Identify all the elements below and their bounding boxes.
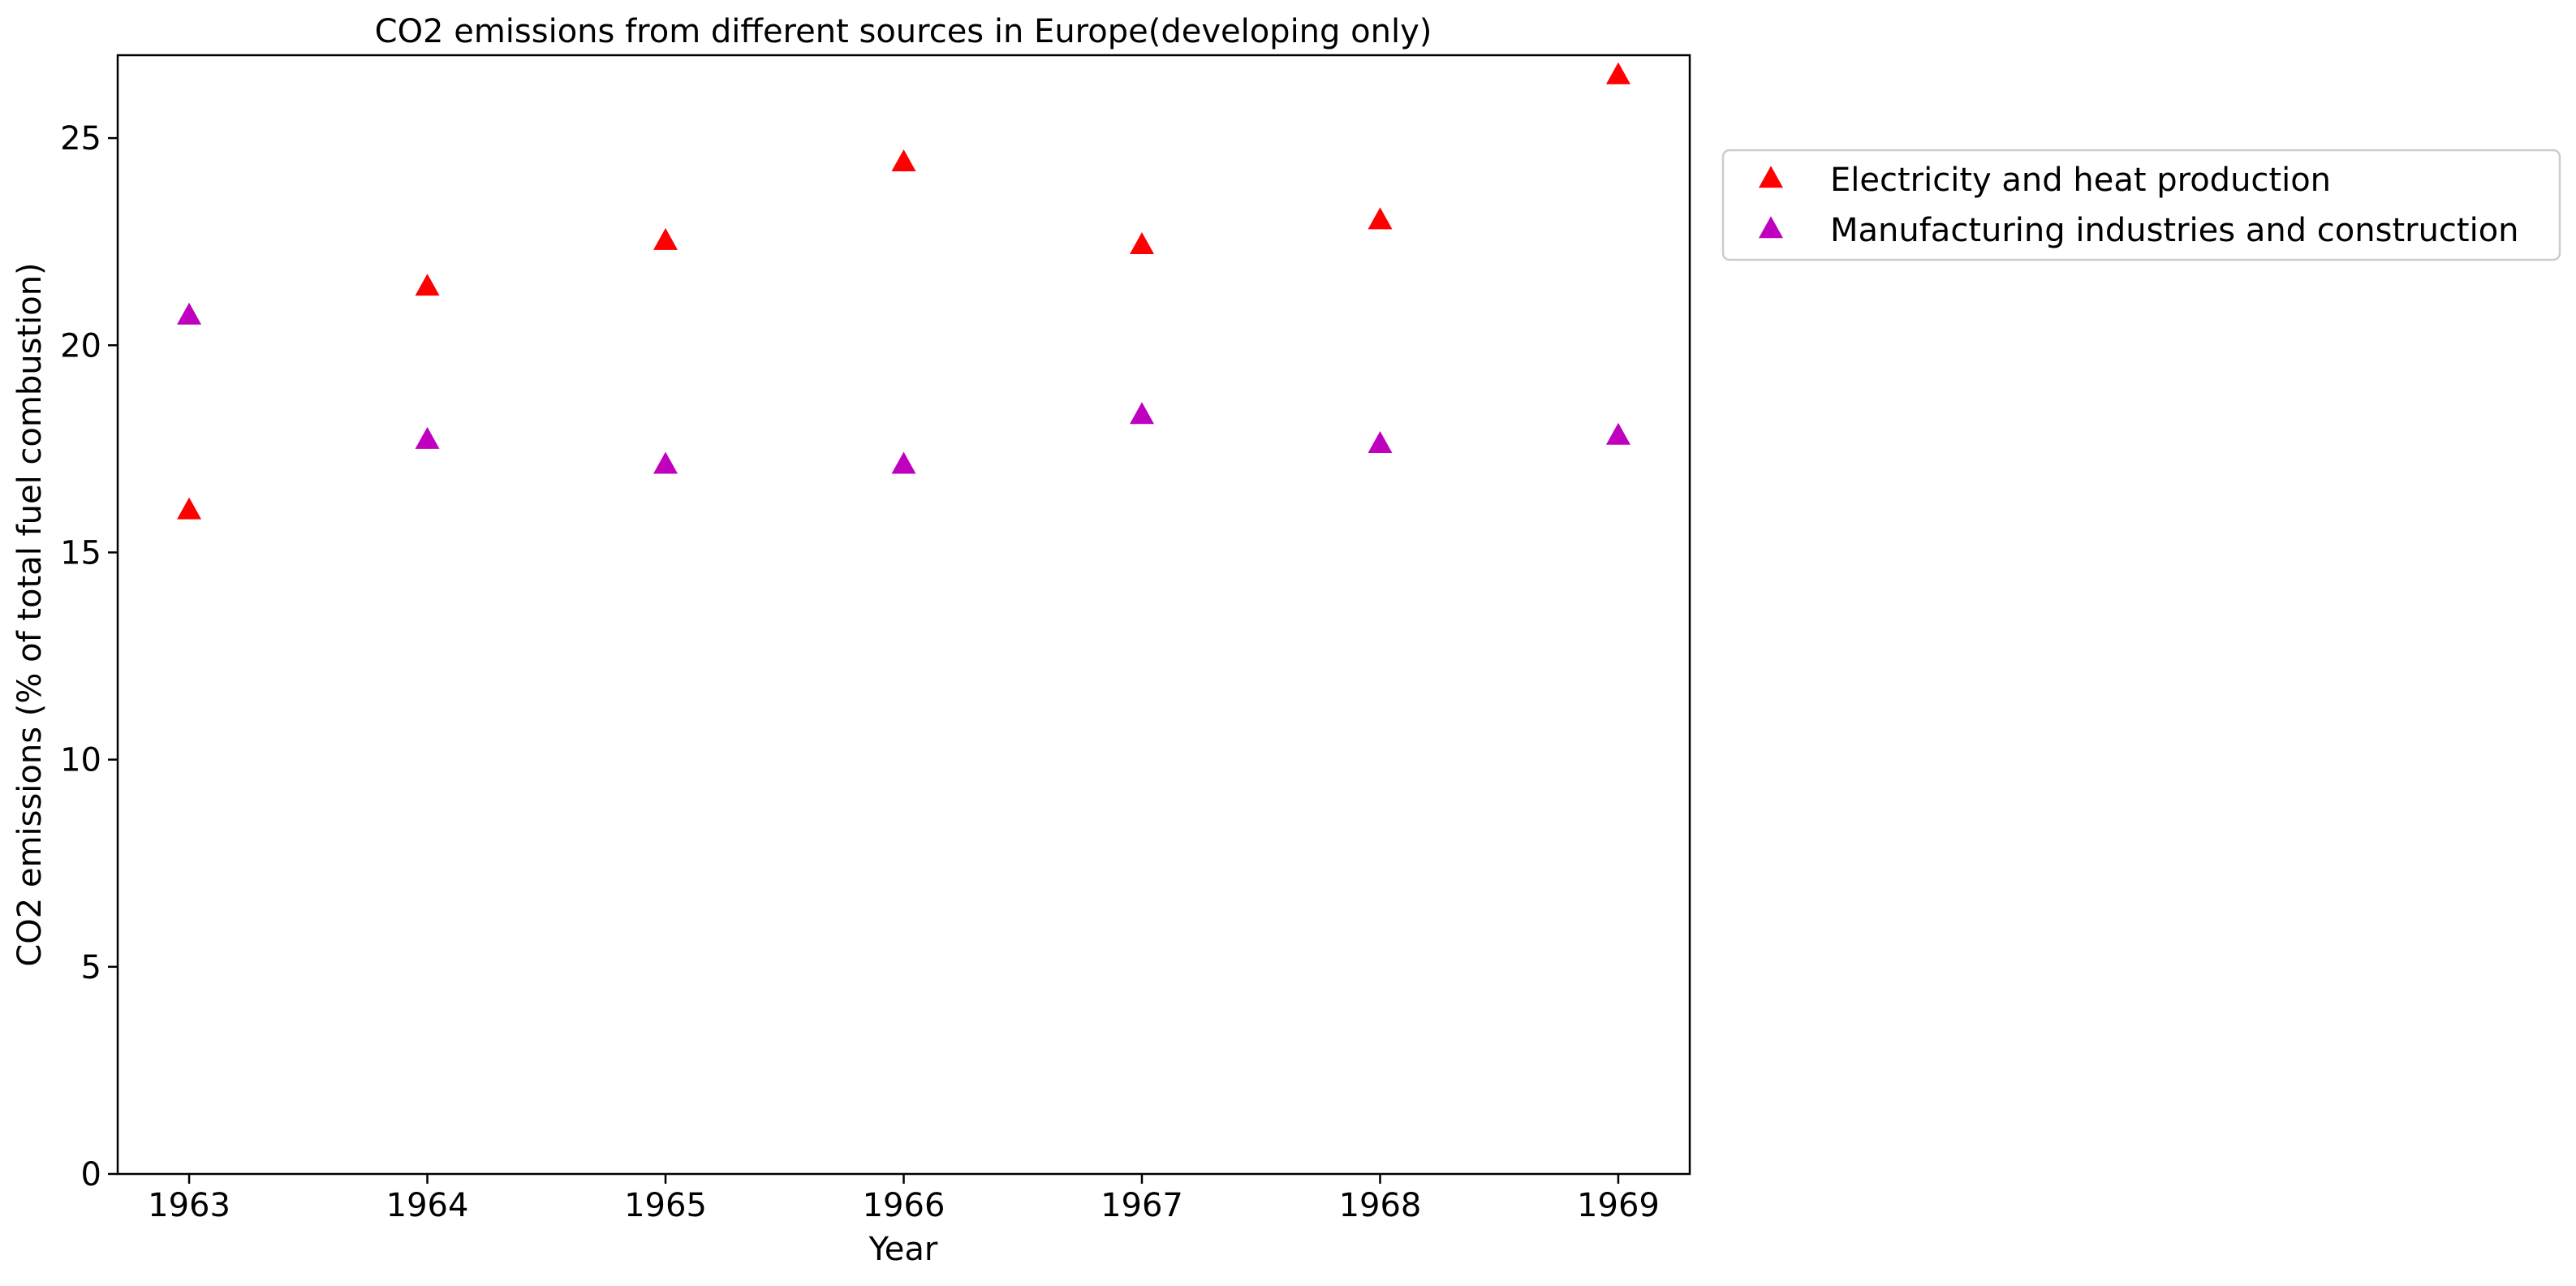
data-point <box>1605 62 1630 84</box>
data-point <box>653 227 678 250</box>
x-tick-label: 1963 <box>148 1187 230 1224</box>
plot-area <box>116 54 1691 1176</box>
data-point <box>891 451 916 474</box>
x-tick-label: 1969 <box>1577 1187 1660 1224</box>
data-point <box>891 149 916 171</box>
legend: Electricity and heat production Manufactu… <box>1721 149 2561 261</box>
data-point <box>653 451 678 474</box>
y-tick-label: 15 <box>60 534 101 572</box>
data-point <box>1368 207 1393 230</box>
data-point <box>1368 431 1393 454</box>
y-axis: 0 5 10 15 20 25 <box>60 120 118 1193</box>
chart-title: CO2 emissions from different sources in … <box>375 13 1432 50</box>
legend-label: Manufacturing industries and constructio… <box>1830 212 2519 249</box>
legend-marker <box>1759 166 1783 188</box>
y-tick-label: 5 <box>81 949 101 986</box>
data-point <box>415 426 440 449</box>
legend-marker <box>1759 216 1783 239</box>
legend-frame <box>1721 149 2561 261</box>
data-markers <box>177 62 1630 520</box>
series-2 <box>177 302 1630 474</box>
series-1 <box>177 62 1630 520</box>
x-tick-label: 1964 <box>386 1187 469 1224</box>
x-tick-label: 1968 <box>1339 1187 1422 1224</box>
x-tick-label: 1966 <box>863 1187 946 1224</box>
data-point <box>1129 402 1154 425</box>
x-axis: 1963 1964 1965 1966 1967 1968 1969 <box>148 1174 1660 1224</box>
x-tick-label: 1965 <box>624 1187 707 1224</box>
data-point <box>1129 232 1154 255</box>
y-tick-label: 0 <box>81 1156 101 1193</box>
data-point <box>177 302 202 325</box>
x-axis-label: Year <box>868 1231 938 1268</box>
data-point <box>177 497 202 520</box>
data-point <box>415 274 440 296</box>
x-tick-label: 1967 <box>1101 1187 1183 1224</box>
y-axis-label: CO2 emissions (% of total fuel combustio… <box>11 262 49 966</box>
plot-frame <box>116 54 1691 1176</box>
data-point <box>1605 422 1630 445</box>
y-tick-label: 25 <box>60 120 101 158</box>
y-tick-label: 10 <box>60 742 101 779</box>
y-tick-label: 20 <box>60 327 101 365</box>
legend-label: Electricity and heat production <box>1830 162 2331 199</box>
